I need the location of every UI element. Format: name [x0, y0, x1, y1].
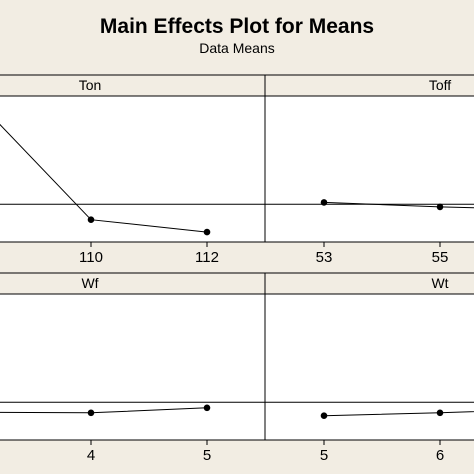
- tick-label-toff-53: 53: [316, 249, 333, 266]
- tick-label-ton-112: 112: [195, 249, 219, 266]
- tick-label-wf-5: 5: [203, 447, 211, 464]
- panel-wt: [264, 293, 474, 441]
- mean-point-toff-55: [436, 203, 444, 211]
- chart-subtitle: Data Means: [199, 40, 274, 56]
- mean-point-toff-53: [320, 199, 328, 206]
- panel-wf: [0, 293, 266, 441]
- mean-point-ton-112: [203, 228, 211, 236]
- tick-label-toff-55: 55: [432, 249, 449, 266]
- tick-label-wt-5: 5: [320, 447, 328, 464]
- panel-toff: [264, 95, 474, 243]
- panel-ton: [0, 95, 266, 243]
- mean-point-ton-110: [87, 216, 95, 223]
- factor-label-toff: Toff: [429, 77, 451, 93]
- factor-label-wf: Wf: [81, 275, 98, 291]
- tick-label-ton-110: 110: [79, 249, 103, 266]
- strip-ton: [0, 74, 266, 97]
- mean-point-wf-4: [87, 409, 95, 417]
- tick-label-wf-4: 4: [87, 447, 95, 464]
- factor-label-ton: Ton: [79, 77, 102, 93]
- tick-label-wt-6: 6: [436, 447, 444, 464]
- mean-point-wt-5: [320, 412, 328, 420]
- mean-point-wf-5: [203, 404, 211, 412]
- mean-point-wt-6: [436, 409, 444, 417]
- strip-wf: [0, 272, 266, 295]
- panels-group: Ton 110 112 Toff 53 55 Wf 4 5 Wt 5 6: [0, 74, 474, 464]
- factor-label-wt: Wt: [431, 275, 448, 291]
- chart-title: Main Effects Plot for Means: [100, 15, 374, 38]
